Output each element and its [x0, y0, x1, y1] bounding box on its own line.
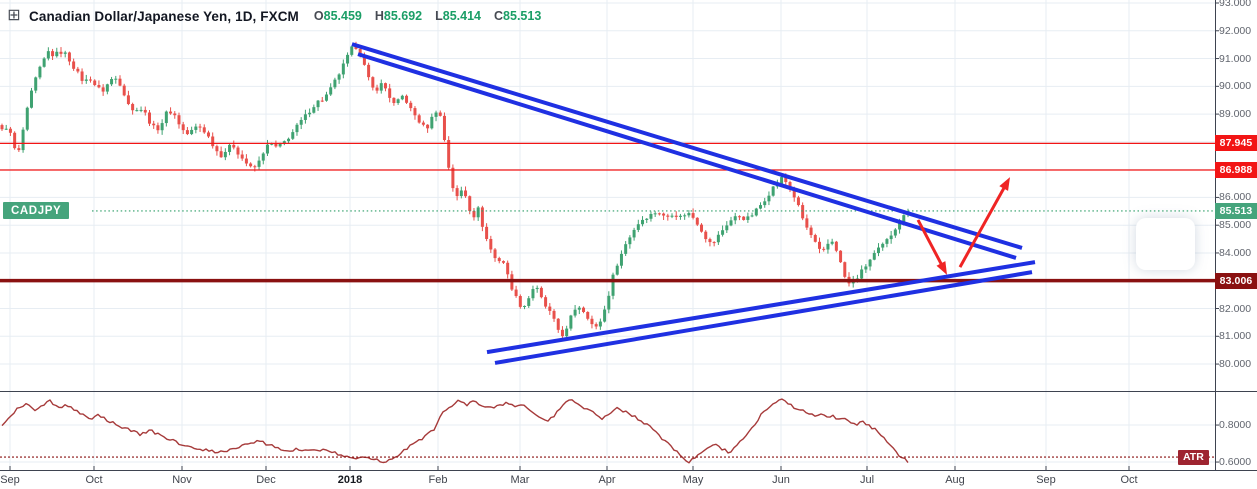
horizontal-levels[interactable]: [0, 142, 1215, 283]
chart-legend: ⊞ Canadian Dollar/Japanese Yen, 1D, FXCM…: [6, 8, 541, 24]
price-tick-label: 84.000: [1219, 246, 1252, 259]
ohlc-c: C85.513: [494, 9, 541, 23]
price-tick-label: 86.000: [1219, 191, 1252, 204]
ohlc-value: 85.414: [442, 9, 482, 23]
price-tick-label: 85.000: [1219, 219, 1252, 232]
price-tick-label: 93.000: [1219, 0, 1252, 9]
provider-watermark: [1136, 218, 1195, 270]
ohlc-values: O85.459 H85.692 L85.414 C85.513: [314, 9, 541, 23]
atr-tick-label: 0.6000: [1219, 456, 1252, 469]
axis-price-badge: 85.513: [1215, 202, 1257, 219]
axis-price-badge: 83.006: [1215, 272, 1257, 289]
time-tick-label: Sep: [0, 474, 20, 486]
time-tick-label: Feb: [428, 474, 448, 486]
trendlines[interactable]: [351, 42, 1036, 365]
ohlc-value: 85.692: [383, 9, 423, 23]
atr-series: [0, 398, 1215, 464]
time-tick-label: May: [682, 474, 704, 486]
axis-price-badge: 87.945: [1215, 135, 1257, 152]
time-tick-label: Oct: [1120, 474, 1138, 486]
price-tick-label: 82.000: [1219, 302, 1252, 315]
forecast-arrows[interactable]: [916, 177, 1010, 275]
time-tick-label: Jul: [859, 474, 875, 486]
price-tick-label: 80.000: [1219, 358, 1252, 371]
ohlc-value: 85.459: [323, 9, 362, 23]
ohlc-o: O85.459: [314, 9, 362, 23]
price-tick-label: 89.000: [1219, 108, 1252, 121]
symbol-title: Canadian Dollar/Japanese Yen, 1D, FXCM: [29, 8, 299, 24]
time-tick-label: Oct: [85, 474, 103, 486]
axis-price-badge: 86.988: [1215, 161, 1257, 178]
ohlc-h: H85.692: [375, 9, 422, 23]
ohlc-letter: L: [435, 9, 443, 23]
candlestick-series: [0, 41, 910, 339]
time-tick-label: 2018: [337, 474, 363, 486]
atr-tick-label: 0.8000: [1219, 419, 1252, 432]
time-tick-label: Aug: [945, 474, 965, 486]
time-tick-label: Jun: [772, 474, 790, 486]
price-tick-label: 92.000: [1219, 24, 1252, 37]
pane-borders: [0, 0, 1257, 470]
time-tick-label: Mar: [510, 474, 530, 486]
ohlc-letter: O: [313, 9, 324, 23]
ohlc-letter: H: [374, 9, 384, 23]
chart-canvas[interactable]: [0, 0, 1257, 470]
symbol-compare-icon[interactable]: ⊞: [7, 7, 21, 24]
time-tick-label: Sep: [1036, 474, 1056, 486]
price-tick-label: 90.000: [1219, 80, 1252, 93]
time-tick-label: Dec: [256, 474, 276, 486]
price-tick-label: 81.000: [1219, 330, 1252, 343]
atr-indicator-badge: ATR: [1178, 449, 1209, 465]
ohlc-letter: C: [494, 9, 504, 23]
gridlines: [0, 0, 1215, 470]
ohlc-l: L85.414: [435, 9, 481, 23]
price-tick-label: 91.000: [1219, 52, 1252, 65]
symbol-price-badge: CADJPY: [3, 202, 70, 220]
ohlc-value: 85.513: [503, 9, 542, 23]
time-axis[interactable]: Sep Oct Nov Dec 2018 Feb Mar Apr May Jun Jul Aug Sep…: [0, 470, 1257, 489]
time-tick-label: Apr: [598, 474, 616, 486]
time-tick-label: Nov: [172, 474, 192, 486]
